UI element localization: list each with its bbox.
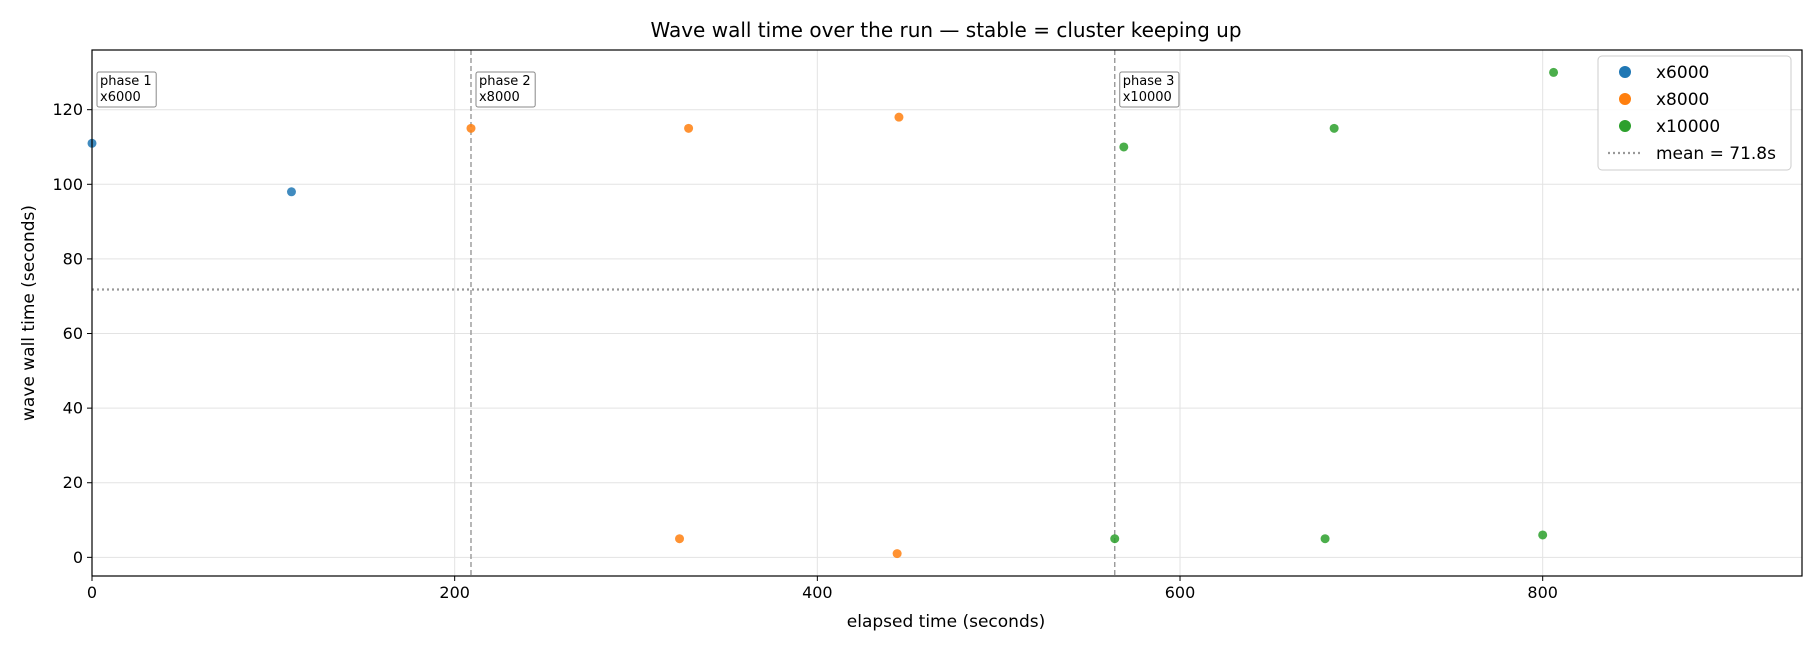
x-tick-label: 400 <box>802 583 833 602</box>
data-point-x10000 <box>1329 123 1339 133</box>
data-point-x6000 <box>286 187 296 197</box>
data-point-x8000 <box>675 534 685 544</box>
legend-marker <box>1619 93 1631 105</box>
y-tick-label: 40 <box>63 399 83 418</box>
data-point-x10000 <box>1110 534 1120 544</box>
points <box>87 67 1559 559</box>
y-tick-label: 120 <box>52 100 83 119</box>
legend-mean-label: mean = 71.8s <box>1656 144 1776 164</box>
phase-annotation-rate: x10000 <box>1123 90 1172 105</box>
y-tick-label: 60 <box>63 324 83 343</box>
x-tick-label: 0 <box>87 583 97 602</box>
phase-annotation-name: phase 3 <box>1123 74 1175 89</box>
x-tick-label: 800 <box>1527 583 1558 602</box>
phase-annotation-rate: x8000 <box>479 90 520 105</box>
data-point-x8000 <box>894 112 904 122</box>
phase-annotation-box <box>96 71 157 108</box>
phase-annotation-rate: x6000 <box>100 90 141 105</box>
plot-frame <box>91 49 1803 577</box>
phase-annotation-name: phase 2 <box>479 74 531 89</box>
legend: x6000 x8000 x10000 mean = 71.8s <box>1597 55 1792 171</box>
legend-label: x8000 <box>1656 90 1709 110</box>
x-axis-label: elapsed time (seconds) <box>847 612 1045 632</box>
data-point-x10000 <box>1119 142 1129 152</box>
chart-title: Wave wall time over the run — stable = c… <box>650 18 1241 42</box>
data-point-x8000 <box>684 123 694 133</box>
legend-label: x6000 <box>1656 63 1709 83</box>
y-tick-label: 80 <box>63 249 83 268</box>
phase-annotation-name: phase 1 <box>100 74 152 89</box>
data-point-x10000 <box>1320 534 1330 544</box>
phase-annotation-box <box>475 71 536 108</box>
legend-marker <box>1619 120 1631 132</box>
data-point-x8000 <box>892 549 902 559</box>
data-point-x10000 <box>1538 530 1548 540</box>
grid <box>91 50 1802 576</box>
legend-marker <box>1619 66 1631 78</box>
data-point-x10000 <box>1549 67 1559 77</box>
y-tick-label: 100 <box>52 175 83 194</box>
x-tick-label: 600 <box>1165 583 1196 602</box>
y-tick-label: 0 <box>73 548 83 567</box>
phase-annotation-box <box>1119 71 1180 108</box>
x-axis: 0 200 400 600 800 <box>87 576 1558 602</box>
y-tick-label: 20 <box>63 473 83 492</box>
y-axis: 0 20 40 60 80 100 120 <box>52 100 92 567</box>
legend-box <box>1597 55 1792 171</box>
data-point-x8000 <box>466 123 476 133</box>
y-axis-label: wave wall time (seconds) <box>19 205 39 421</box>
phase-lines <box>470 50 1116 576</box>
legend-label: x10000 <box>1656 117 1720 137</box>
x-tick-label: 200 <box>439 583 470 602</box>
